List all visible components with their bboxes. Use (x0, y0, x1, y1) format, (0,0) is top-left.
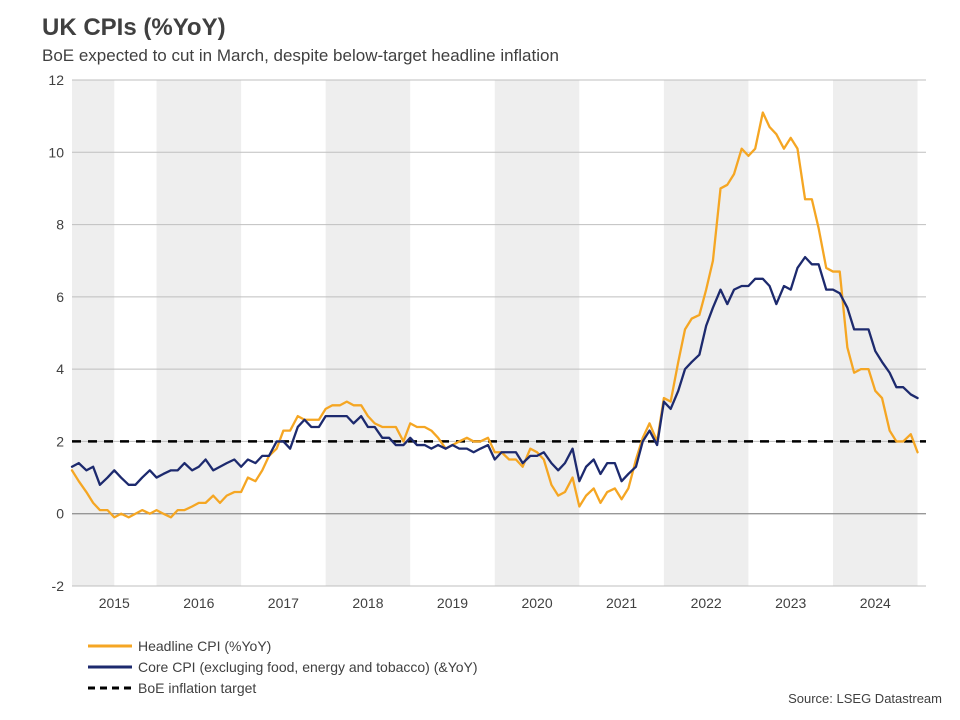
svg-text:10: 10 (48, 144, 64, 160)
svg-text:2019: 2019 (437, 595, 468, 611)
svg-text:0: 0 (56, 506, 64, 522)
chart-source: Source: LSEG Datastream (788, 691, 942, 706)
svg-text:2015: 2015 (99, 595, 130, 611)
svg-text:2017: 2017 (268, 595, 299, 611)
legend-swatch (88, 636, 132, 656)
svg-text:-2: -2 (52, 578, 65, 594)
chart-title: UK CPIs (%YoY) (42, 14, 226, 42)
svg-text:2023: 2023 (775, 595, 806, 611)
svg-text:2021: 2021 (606, 595, 637, 611)
legend-swatch (88, 657, 132, 677)
svg-text:2016: 2016 (183, 595, 214, 611)
chart-legend: Headline CPI (%YoY) Core CPI (excluging f… (88, 636, 478, 699)
legend-item: BoE inflation target (88, 678, 478, 698)
legend-label: Core CPI (excluging food, energy and tob… (138, 659, 478, 675)
legend-item: Core CPI (excluging food, energy and tob… (88, 657, 478, 677)
chart-subtitle: BoE expected to cut in March, despite be… (42, 46, 559, 66)
chart-plot-area: -2 0 2 4 6 8 10 12 2015 2016 2017 2018 2019 2020 2021 2… (42, 74, 932, 634)
chart-svg: -2 0 2 4 6 8 10 12 2015 2016 2017 2018 2019 2020 2021 2… (42, 74, 932, 634)
svg-text:4: 4 (56, 361, 64, 377)
svg-text:2022: 2022 (691, 595, 722, 611)
svg-text:2: 2 (56, 433, 64, 449)
svg-text:2020: 2020 (521, 595, 552, 611)
legend-label: BoE inflation target (138, 680, 256, 696)
legend-item: Headline CPI (%YoY) (88, 636, 478, 656)
chart-container: UK CPIs (%YoY) BoE expected to cut in Ma… (0, 0, 960, 720)
svg-text:12: 12 (48, 74, 64, 88)
legend-label: Headline CPI (%YoY) (138, 638, 271, 654)
legend-swatch (88, 678, 132, 698)
svg-text:2024: 2024 (860, 595, 891, 611)
svg-text:2018: 2018 (352, 595, 383, 611)
svg-text:6: 6 (56, 289, 64, 305)
svg-text:8: 8 (56, 217, 64, 233)
